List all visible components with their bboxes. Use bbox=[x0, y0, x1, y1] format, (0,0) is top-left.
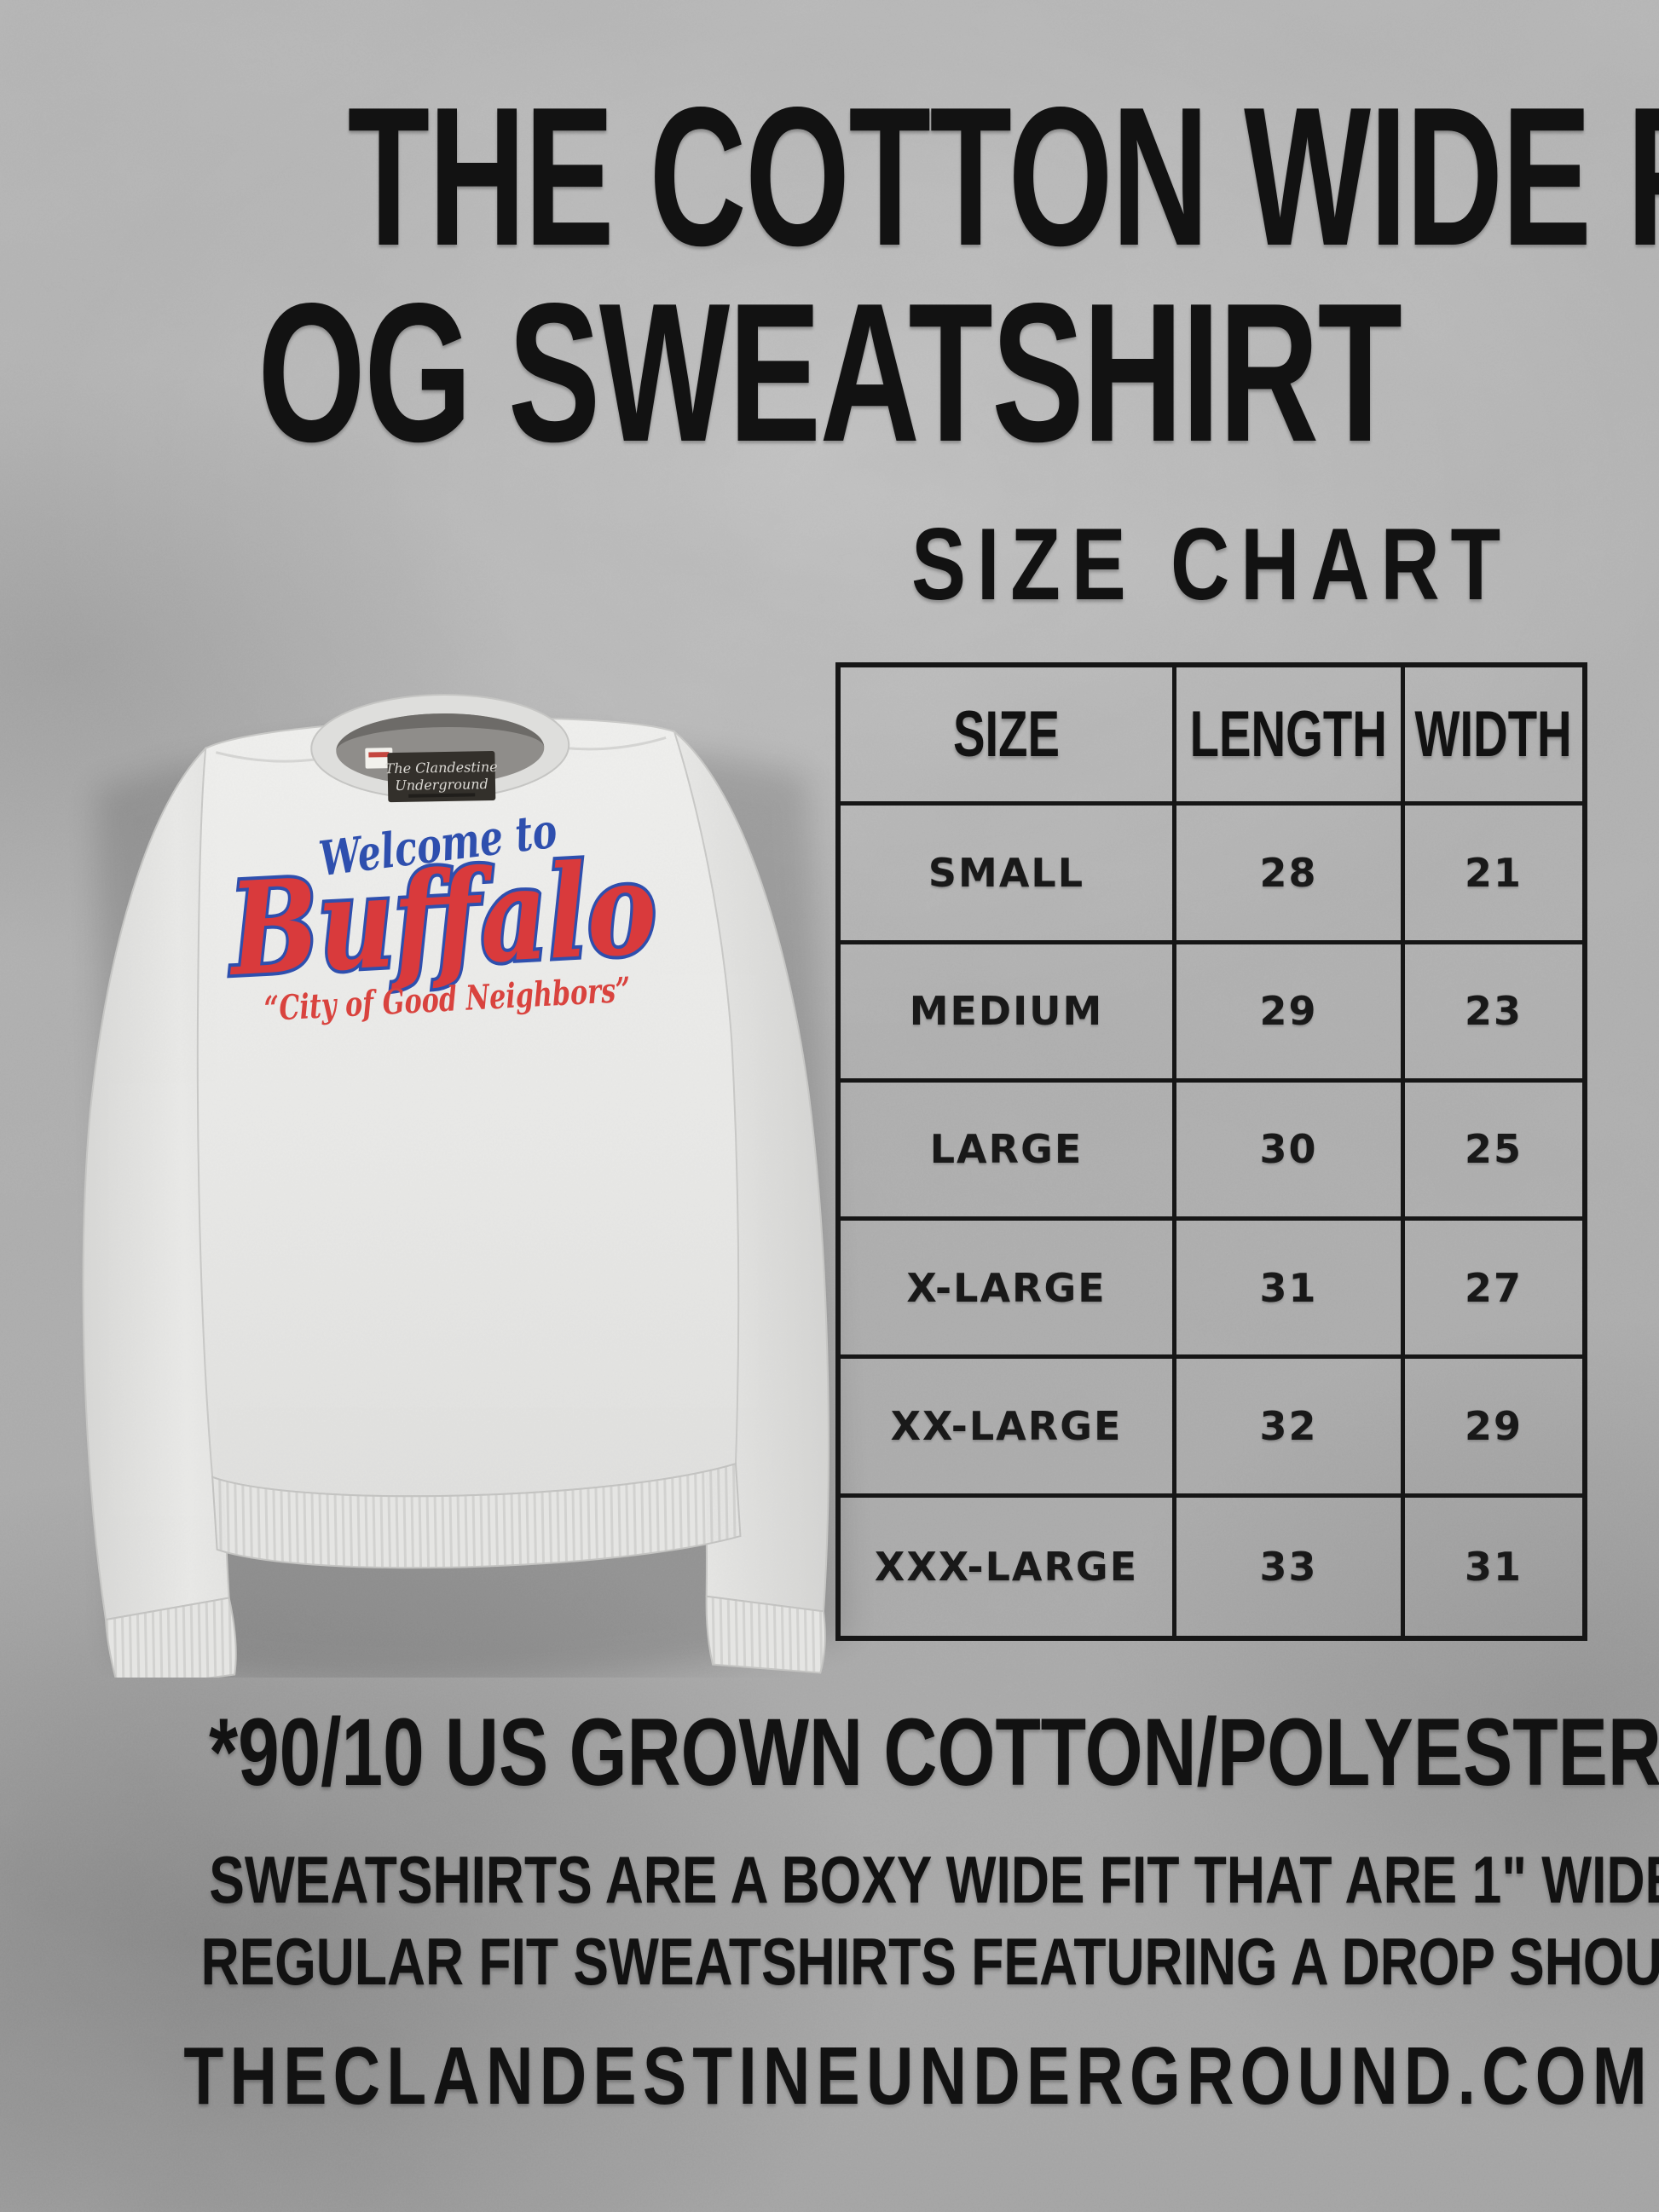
material-note-text: *90/10 US GROWN COTTON/POLYESTER* bbox=[209, 1699, 1659, 1805]
heather-texture bbox=[73, 713, 832, 1620]
graphic-buffalo: Buffalo bbox=[223, 833, 660, 1005]
table-row-xlarge-width: 27 bbox=[1405, 1221, 1582, 1360]
table-row-xxxlarge-size: XXX-LARGE bbox=[841, 1497, 1176, 1636]
table-row-small-length: 28 bbox=[1176, 806, 1405, 944]
sweatshirt-photo: The Clandestine Underground Welcome to B… bbox=[73, 694, 848, 1678]
neck-label-brand-line2: Underground bbox=[395, 776, 488, 794]
product-title-line1-text: THE COTTON WIDE FIT bbox=[347, 66, 1659, 287]
fit-note-line1: SWEATSHIRTS ARE A BOXY WIDE FIT THAT ARE… bbox=[209, 1842, 1659, 1917]
website-url: THECLANDESTINEUNDERGROUND.COM bbox=[0, 2036, 1659, 2117]
neck-tag-small-stripe bbox=[368, 752, 390, 758]
table-row-xxlarge-width: 29 bbox=[1405, 1359, 1582, 1498]
product-title-line1: THE COTTON WIDE FIT bbox=[0, 78, 1659, 276]
product-title-line2-text: OG SWEATSHIRT bbox=[257, 263, 1402, 483]
size-chart-heading-text: SIZE CHART bbox=[911, 507, 1512, 621]
size-table: SIZE LENGTH WIDTH SMALL 28 21 MEDIUM 29 … bbox=[835, 662, 1587, 1641]
size-chart-heading: SIZE CHART bbox=[835, 513, 1587, 615]
size-table-header-size: SIZE bbox=[841, 667, 1176, 806]
fit-note: SWEATSHIRTS ARE A BOXY WIDE FIT THAT ARE… bbox=[0, 1846, 1659, 2010]
table-row-large-width: 25 bbox=[1405, 1083, 1582, 1222]
table-row-xlarge-size: X-LARGE bbox=[841, 1221, 1176, 1360]
neck-label bbox=[387, 751, 496, 803]
website-url-text: THECLANDESTINEUNDERGROUND.COM bbox=[183, 2030, 1653, 2122]
table-row-small-size: SMALL bbox=[841, 806, 1176, 944]
table-row-medium-size: MEDIUM bbox=[841, 944, 1176, 1083]
table-row-large-size: LARGE bbox=[841, 1082, 1176, 1222]
table-row-xxlarge-size: XX-LARGE bbox=[841, 1359, 1176, 1498]
size-table-header-width: WIDTH bbox=[1405, 667, 1582, 806]
table-row-large-length: 30 bbox=[1176, 1082, 1405, 1222]
shirt-right-cuff bbox=[705, 1595, 826, 1674]
neck-label-brand-line1: The Clandestine bbox=[385, 759, 498, 777]
shirt-left-cuff bbox=[105, 1597, 237, 1678]
table-row-xlarge-length: 31 bbox=[1176, 1221, 1405, 1360]
collar-inner-shadow bbox=[336, 713, 545, 752]
table-row-small-width: 21 bbox=[1405, 806, 1582, 944]
neck-label-subline bbox=[408, 793, 476, 798]
table-row-xxlarge-length: 32 bbox=[1176, 1359, 1405, 1498]
table-row-xxxlarge-width: 31 bbox=[1464, 1543, 1523, 1590]
table-row-medium-length: 29 bbox=[1176, 944, 1405, 1083]
size-table-header-length: LENGTH bbox=[1176, 667, 1405, 806]
product-title-line2: OG SWEATSHIRT bbox=[0, 274, 1659, 472]
table-row-medium-width: 23 bbox=[1405, 944, 1582, 1083]
fit-note-line2: REGULAR FIT SWEATSHIRTS FEATURING A DROP… bbox=[200, 1924, 1659, 1999]
table-row-xxxlarge-length: 33 bbox=[1176, 1497, 1405, 1636]
material-note: *90/10 US GROWN COTTON/POLYESTER* bbox=[0, 1705, 1659, 1800]
